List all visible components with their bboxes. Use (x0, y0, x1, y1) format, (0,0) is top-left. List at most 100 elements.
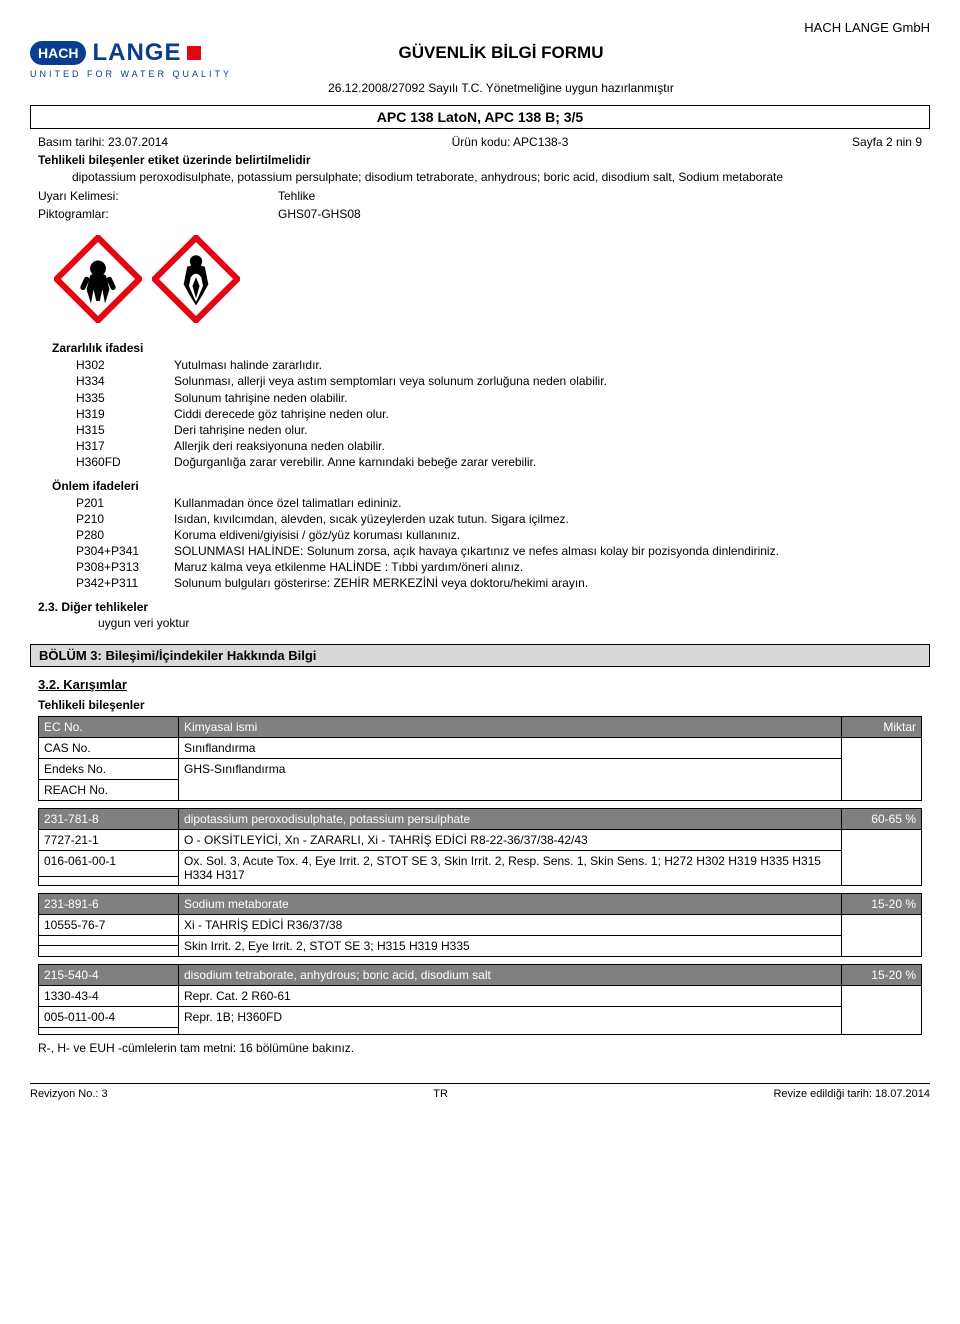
phrase-text: Solunum tahrişine neden olabilir. (174, 390, 930, 406)
cell-class: Xi - TAHRİŞ EDİCİ R36/37/38 (179, 914, 842, 935)
phrase-text: Ciddi derecede göz tahrişine neden olur. (174, 406, 930, 422)
col-cas: CAS No. (39, 737, 179, 758)
phrase-text: Kullanmadan önce özel talimatları edinin… (174, 495, 930, 511)
phrase-code: P280 (76, 527, 174, 543)
cell-name: disodium tetraborate, anhydrous; boric a… (179, 964, 842, 985)
col-class: Sınıflandırma (179, 737, 842, 758)
col-name: Kimyasal ismi (179, 716, 842, 737)
cell-name: dipotassium peroxodisulphate, potassium … (179, 808, 842, 829)
cell-reach (39, 1027, 179, 1034)
page-number: Sayfa 2 nin 9 (852, 135, 922, 149)
hazard-statements-heading: Zararlılık ifadesi (52, 341, 930, 355)
signal-word-key: Uyarı Kelimesi: (38, 189, 278, 203)
product-title-bar: APC 138 LatoN, APC 138 B; 3/5 (30, 105, 930, 129)
cell-index (39, 935, 179, 946)
phrase-text: Solunması, allerji veya astım semptomlar… (174, 373, 930, 389)
cell-index: 005-011-00-4 (39, 1006, 179, 1027)
phrase-text: Solunum bulguları gösterirse: ZEHİR MERK… (174, 575, 930, 591)
hazard-phrase-row: H334Solunması, allerji veya astım sempto… (76, 373, 930, 389)
meta-row: Basım tarihi: 23.07.2014 Ürün kodu: APC1… (30, 135, 930, 149)
precaution-phrase-row: P308+P313Maruz kalma veya etkilenme HALİ… (76, 559, 930, 575)
precaution-statements-list: P201Kullanmadan önce özel talimatları ed… (30, 495, 930, 592)
regulation-line: 26.12.2008/27092 Sayılı T.C. Yönetmeliği… (232, 81, 770, 95)
hazard-phrase-row: H319Ciddi derecede göz tahrişine neden o… (76, 406, 930, 422)
col-ec: EC No. (39, 716, 179, 737)
hazard-statements-list: H302Yutulması halinde zararlıdır.H334Sol… (30, 357, 930, 470)
page-footer: Revizyon No.: 3 TR Revize edildiği tarih… (30, 1083, 930, 1100)
cell-amount: 15-20 % (842, 964, 922, 985)
logo-square-icon (187, 46, 201, 60)
precaution-phrase-row: P342+P311Solunum bulguları gösterirse: Z… (76, 575, 930, 591)
ghs07-icon (54, 235, 142, 323)
phrase-text: Doğurganlığa zarar verebilir. Anne karnı… (174, 454, 930, 470)
hazard-label-text: dipotassium peroxodisulphate, potassium … (72, 169, 922, 185)
cell-class: O - OKSİTLEYİCİ, Xn - ZARARLI, Xi - TAHR… (179, 829, 842, 850)
phrase-text: Yutulması halinde zararlıdır. (174, 357, 930, 373)
phrase-code: P308+P313 (76, 559, 174, 575)
cell-ghs: Ox. Sol. 3, Acute Tox. 4, Eye Irrit. 2, … (179, 850, 842, 885)
phrase-code: H319 (76, 406, 174, 422)
print-date: 23.07.2014 (108, 135, 168, 149)
ghs08-icon (152, 235, 240, 323)
phrase-code: P304+P341 (76, 543, 174, 559)
cell-index: 016-061-00-1 (39, 850, 179, 876)
precaution-phrase-row: P304+P341SOLUNMASI HALİNDE: Solunum zors… (76, 543, 930, 559)
table-footnote: R-, H- ve EUH -cümlelerin tam metni: 16 … (38, 1041, 922, 1055)
precaution-phrase-row: P280Koruma eldiveni/giyisisi / göz/yüz k… (76, 527, 930, 543)
cell-class: Repr. Cat. 2 R60-61 (179, 985, 842, 1006)
language-code: TR (433, 1088, 448, 1100)
col-index: Endeks No. (39, 758, 179, 779)
other-hazards-heading: 2.3. Diğer tehlikeler (38, 600, 922, 614)
phrase-code: H302 (76, 357, 174, 373)
cell-amount: 15-20 % (842, 893, 922, 914)
product-code-label: Ürün kodu: (452, 135, 511, 149)
hazard-phrase-row: H315Deri tahrişine neden olur. (76, 422, 930, 438)
cell-reach (39, 946, 179, 957)
phrase-text: Deri tahrişine neden olur. (174, 422, 930, 438)
revision-number: Revizyon No.: 3 (30, 1088, 108, 1100)
logo-hach: HACH (30, 41, 86, 65)
print-date-label: Basım tarihi: (38, 135, 105, 149)
phrase-code: H317 (76, 438, 174, 454)
precaution-phrase-row: P201Kullanmadan önce özel talimatları ed… (76, 495, 930, 511)
cell-ghs: Skin Irrit. 2, Eye Irrit. 2, STOT SE 3; … (179, 935, 842, 956)
col-ghs: GHS-Sınıflandırma (179, 758, 842, 800)
cell-reach (39, 876, 179, 885)
cell-ec: 215-540-4 (39, 964, 179, 985)
hazard-phrase-row: H360FDDoğurganlığa zarar verebilir. Anne… (76, 454, 930, 470)
phrase-code: P201 (76, 495, 174, 511)
pictogram-key: Piktogramlar: (38, 207, 278, 221)
cell-ghs: Repr. 1B; H360FD (179, 1006, 842, 1034)
hazard-phrase-row: H335Solunum tahrişine neden olabilir. (76, 390, 930, 406)
phrase-text: SOLUNMASI HALİNDE: Solunum zorsa, açık h… (174, 543, 930, 559)
phrase-code: H360FD (76, 454, 174, 470)
ingredients-table: EC No. Kimyasal ismi Miktar CAS No. Sını… (38, 716, 922, 1035)
ingredients-table-title: Tehlikeli bileşenler (38, 698, 922, 712)
signal-word-val: Tehlike (278, 189, 315, 203)
logo-block: HACH LANGE UNITED FOR WATER QUALITY (30, 39, 232, 79)
cell-name: Sodium metaborate (179, 893, 842, 914)
revision-date: Revize edildiği tarih: 18.07.2014 (773, 1088, 930, 1100)
phrase-text: Koruma eldiveni/giyisisi / göz/yüz korum… (174, 527, 930, 543)
cell-ec: 231-891-6 (39, 893, 179, 914)
precaution-heading: Önlem ifadeleri (52, 479, 930, 493)
hazard-phrase-row: H317Allerjik deri reaksiyonuna neden ola… (76, 438, 930, 454)
logo-tagline: UNITED FOR WATER QUALITY (30, 69, 232, 79)
section3-title: BÖLÜM 3: Bileşimi/İçindekiler Hakkında B… (30, 644, 930, 667)
col-amount: Miktar (842, 716, 922, 737)
col-reach: REACH No. (39, 779, 179, 800)
phrase-code: H335 (76, 390, 174, 406)
precaution-phrase-row: P210Isıdan, kıvılcımdan, alevden, sıcak … (76, 511, 930, 527)
hazard-label-heading: Tehlikeli bileşenler etiket üzerinde bel… (38, 153, 922, 167)
cell-cas: 10555-76-7 (39, 914, 179, 935)
pictogram-row (54, 235, 930, 323)
pictogram-val: GHS07-GHS08 (278, 207, 361, 221)
cell-cas: 7727-21-1 (39, 829, 179, 850)
phrase-code: P210 (76, 511, 174, 527)
page-header: HACH LANGE GmbH HACH LANGE UNITED FOR WA… (30, 20, 930, 95)
hazard-phrase-row: H302Yutulması halinde zararlıdır. (76, 357, 930, 373)
phrase-code: H315 (76, 422, 174, 438)
cell-ec: 231-781-8 (39, 808, 179, 829)
phrase-text: Isıdan, kıvılcımdan, alevden, sıcak yüze… (174, 511, 930, 527)
phrase-text: Allerjik deri reaksiyonuna neden olabili… (174, 438, 930, 454)
